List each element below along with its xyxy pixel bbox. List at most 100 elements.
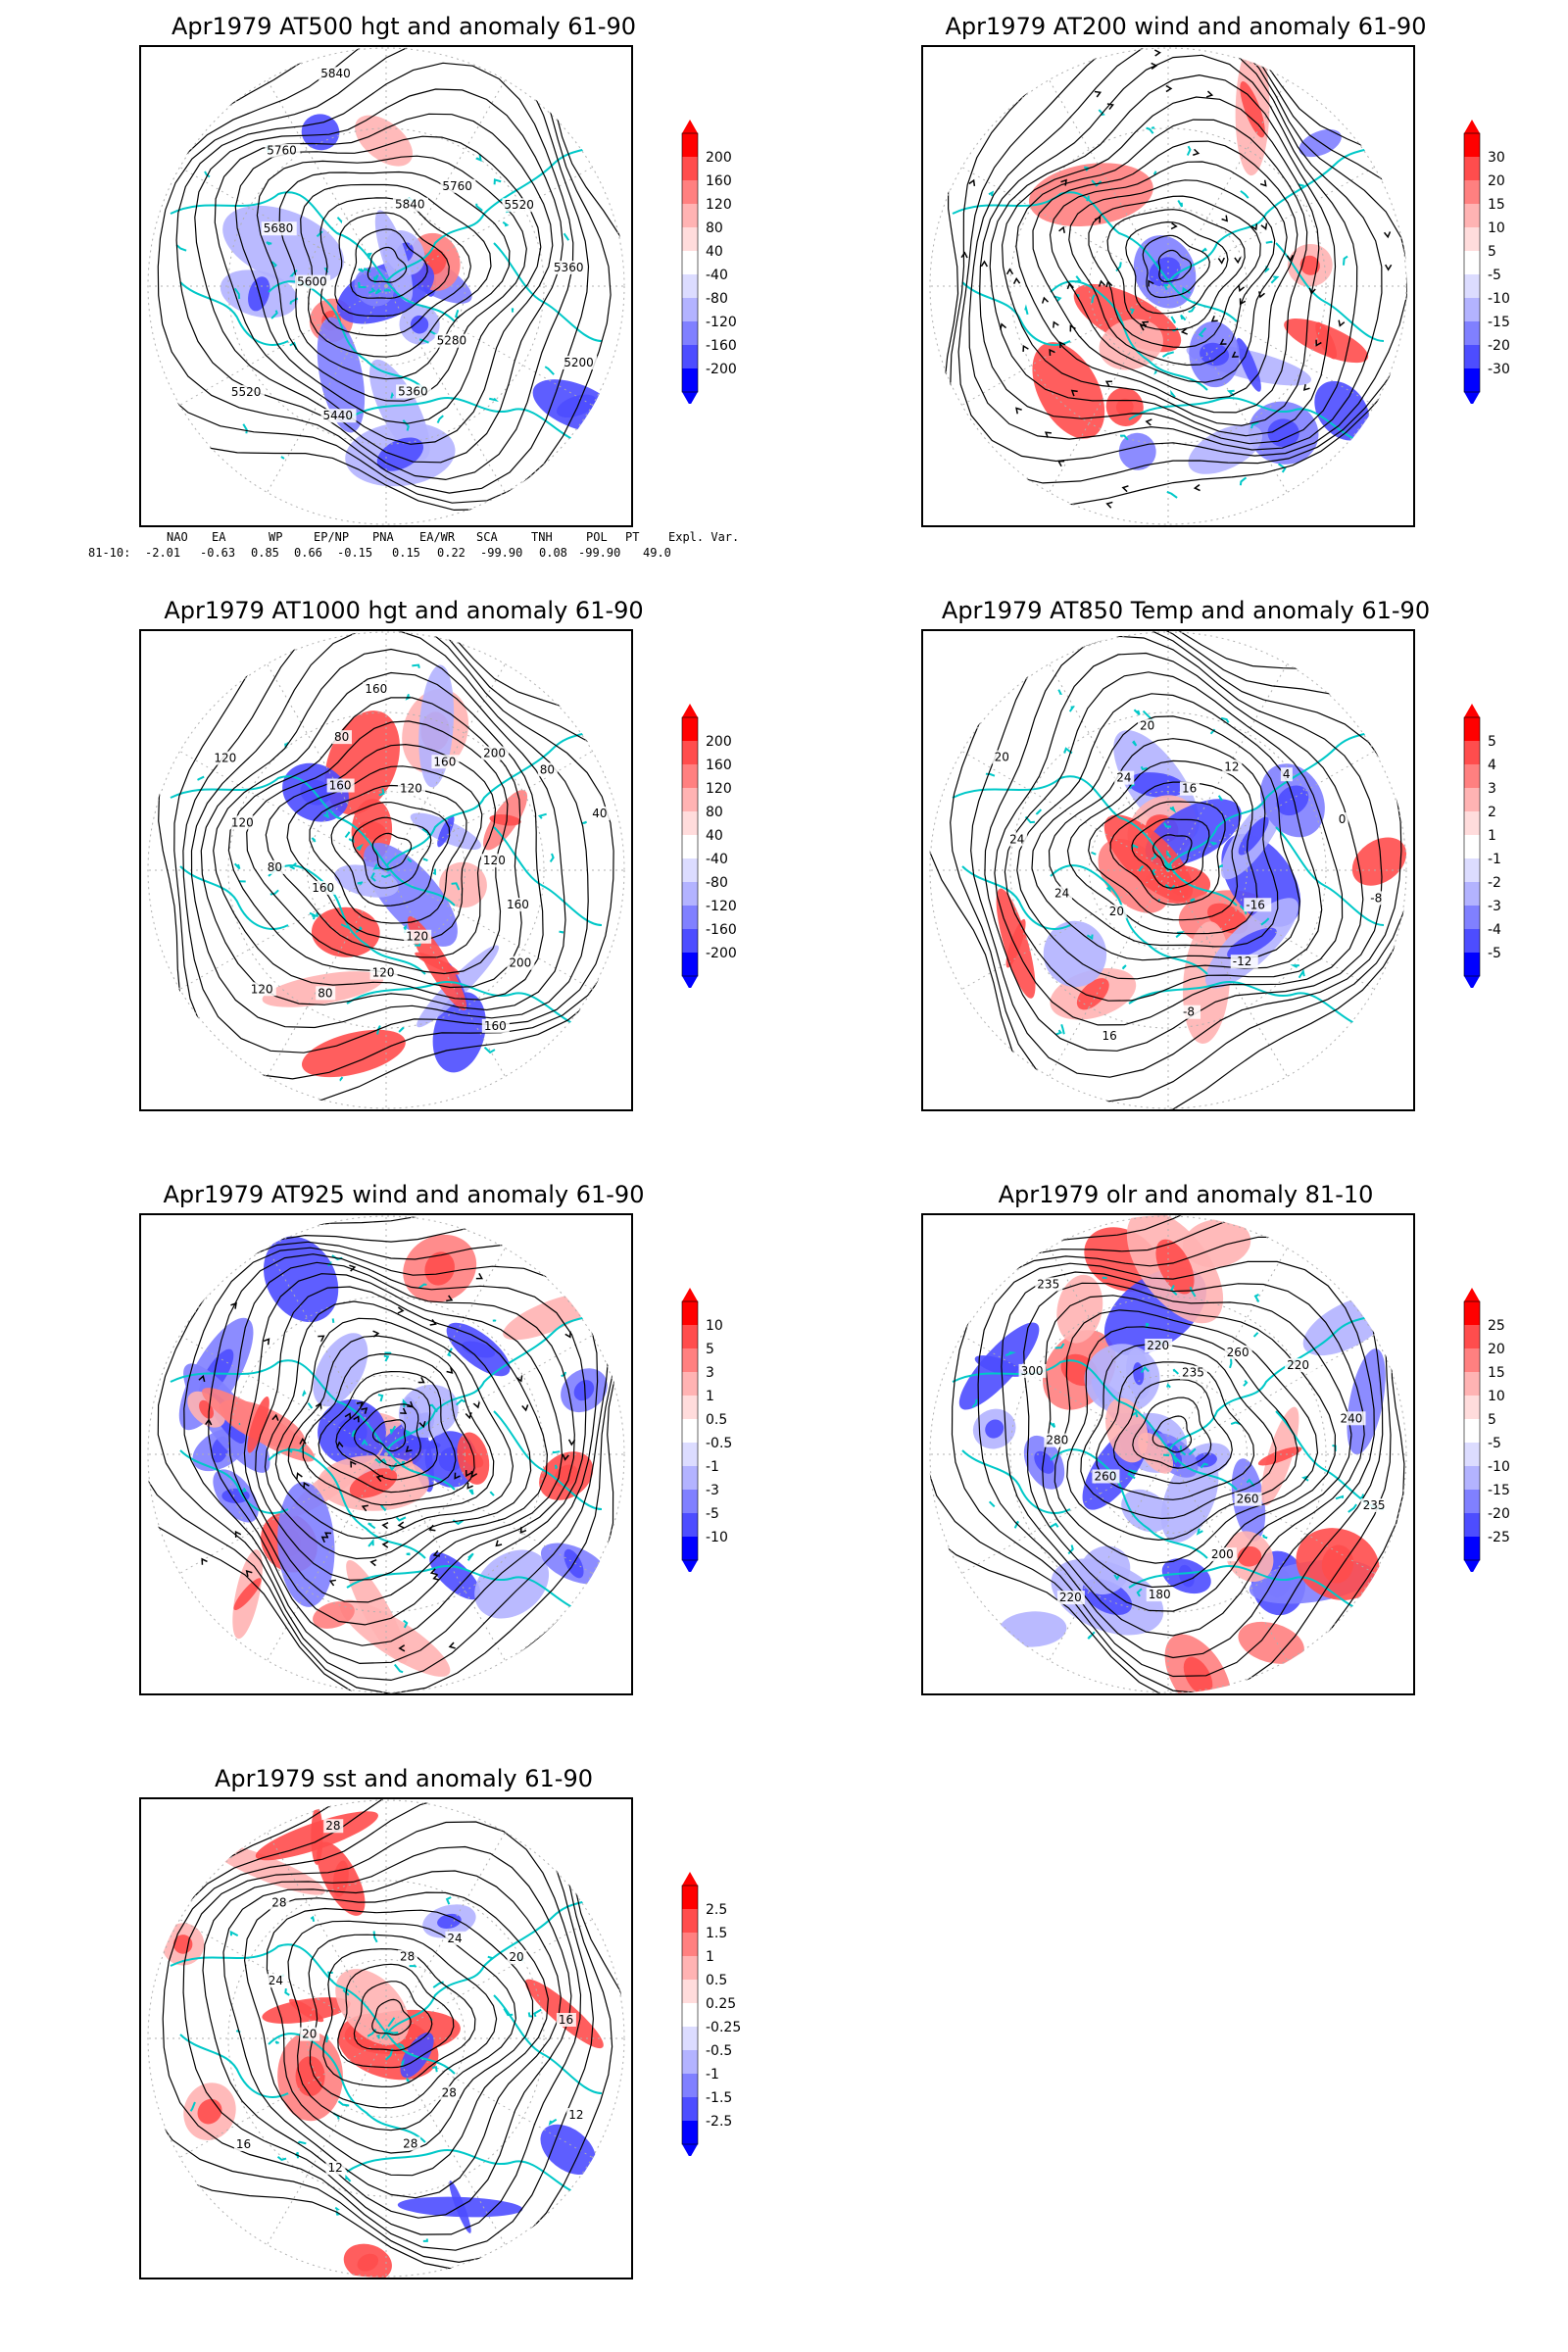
streamline — [335, 1387, 439, 1481]
colorbar-swatch — [682, 1490, 698, 1513]
anomaly-region — [334, 864, 399, 898]
contour-line — [371, 832, 413, 870]
anomaly-region — [301, 1029, 406, 1078]
colorbar-arrow-top — [682, 704, 698, 717]
contour-line — [319, 197, 471, 337]
colorbar-swatch — [682, 953, 698, 976]
contour-label: 235 — [1363, 1498, 1386, 1512]
anomaly-region — [374, 210, 414, 303]
colorbar-swatch — [1464, 274, 1480, 298]
flow-arrow — [1069, 324, 1076, 332]
contour-label: 160 — [312, 881, 334, 895]
polar-map — [139, 1213, 633, 1695]
contour-line — [1066, 1326, 1298, 1542]
contour-label: 120 — [372, 966, 395, 980]
contour-line — [190, 631, 589, 1029]
contour-label: 40 — [592, 807, 607, 820]
colorbar-swatch — [682, 741, 698, 764]
contour-label: 12 — [1224, 760, 1239, 773]
anomaly-region — [1056, 1274, 1103, 1344]
contour-line — [278, 171, 511, 380]
colorbar-tick-label: 40 — [706, 244, 723, 260]
flow-arrow — [1000, 322, 1007, 330]
streamline — [1125, 220, 1229, 315]
colorbar-swatch — [682, 1513, 698, 1537]
contour-line — [350, 228, 428, 299]
colorbar-swatch — [1464, 764, 1480, 788]
contour-label: 5840 — [395, 198, 425, 212]
anomaly-region — [398, 1384, 459, 1439]
flow-arrow — [446, 1295, 454, 1302]
flow-arrow — [1259, 179, 1267, 187]
colorbar-swatch — [682, 1348, 698, 1372]
contour-label: 220 — [1287, 1358, 1309, 1372]
contour-line — [1096, 1361, 1255, 1500]
contour-line — [202, 1845, 572, 2219]
flow-arrow — [271, 1413, 279, 1421]
contour-label: 160 — [507, 898, 529, 911]
flow-arrow — [1180, 327, 1188, 335]
contour-line — [213, 671, 544, 1001]
streamline — [1049, 161, 1288, 383]
streamline — [183, 1247, 599, 1665]
flow-arrow — [1383, 231, 1392, 239]
colorbar-tick-label: -120 — [706, 315, 737, 330]
panel-sst: Apr1979 sst and anomaly 61-90 28 24 20 16 12… — [100, 1764, 864, 2313]
colorbar-swatch — [682, 298, 698, 321]
colorbar-swatch — [1464, 835, 1480, 858]
header-sca: SCA — [476, 530, 498, 544]
colorbar-swatch — [1464, 1513, 1480, 1537]
contour-line — [243, 1891, 550, 2177]
teleconnection-header-row: NAO EA WP EP/NP PNA EA/WR SCA TNH POL PT Expl. Var… — [88, 529, 747, 545]
colorbar-tick-label: 1.5 — [706, 1926, 727, 1941]
contour-line — [1152, 834, 1193, 871]
colorbar-swatch — [1464, 1348, 1480, 1372]
streamline — [979, 54, 1358, 445]
colorbar-swatch — [682, 157, 698, 180]
contour-label: 28 — [442, 2086, 457, 2100]
contour-line — [194, 88, 564, 464]
colorbar-swatch — [682, 1956, 698, 1980]
flow-arrow — [1217, 257, 1225, 265]
colorbar-arrow-top — [1464, 1288, 1480, 1301]
colorbar-tick-label: -4 — [1488, 922, 1501, 938]
flow-arrow — [361, 1504, 368, 1512]
streamline — [1032, 140, 1298, 400]
contour-label: 24 — [1116, 771, 1131, 785]
flow-arrow — [303, 1482, 310, 1490]
contour-label: 235 — [1037, 1277, 1059, 1291]
colorbar-tick-label: -200 — [706, 362, 737, 377]
flow-arrow — [1049, 348, 1055, 356]
contour-label: -12 — [1233, 955, 1252, 968]
flow-arrow — [1239, 298, 1247, 306]
flow-arrow — [454, 1472, 461, 1480]
header-eawr: EA/WR — [419, 530, 456, 544]
contour-line — [158, 631, 625, 1105]
flow-arrow — [960, 251, 968, 259]
contour-label: 300 — [1021, 1364, 1044, 1378]
contour-label: -16 — [1246, 898, 1265, 911]
flow-arrow — [429, 1318, 437, 1326]
flow-arrow — [1058, 225, 1065, 233]
anomaly-region — [400, 2032, 434, 2079]
colorbar-swatch — [682, 1443, 698, 1466]
flow-arrow — [328, 1579, 336, 1587]
colorbar-swatch — [1464, 858, 1480, 882]
colorbar-swatch — [1464, 929, 1480, 953]
header-epnp: EP/NP — [314, 530, 350, 544]
colorbar-swatch — [1464, 1372, 1480, 1396]
colorbar-swatch — [682, 882, 698, 906]
streamline — [1157, 249, 1192, 283]
colorbar-swatch — [682, 1301, 698, 1325]
colorbar-tick-label: -80 — [706, 291, 728, 307]
panel-title: Apr1979 AT200 wind and anomaly 61-90 — [945, 13, 1427, 40]
header-nao: NAO — [167, 530, 188, 544]
flow-arrow — [1060, 178, 1067, 186]
flow-arrow — [1231, 351, 1239, 358]
flow-arrow — [1370, 121, 1377, 128]
anomaly-region — [999, 1611, 1067, 1647]
flow-arrow — [263, 1338, 270, 1346]
colorbar-tick-label: 120 — [706, 781, 732, 797]
colorbar-tick-label: 0.5 — [706, 1412, 727, 1428]
flow-arrow — [1193, 148, 1200, 156]
